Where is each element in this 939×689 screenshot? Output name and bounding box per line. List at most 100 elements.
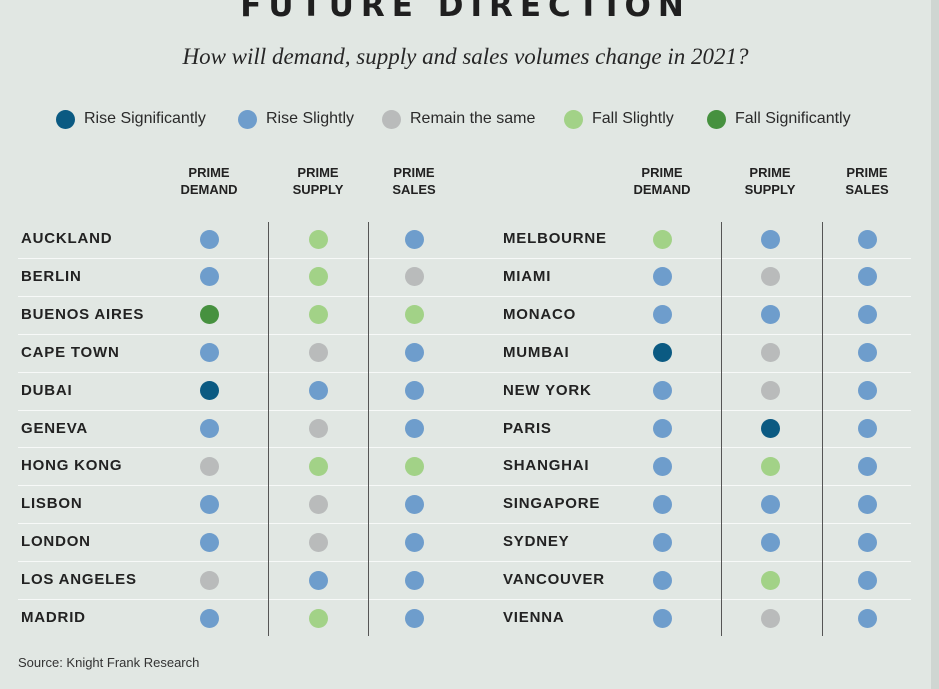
city-label: MADRID bbox=[21, 609, 86, 626]
forecast-dot-fall-slightly bbox=[404, 305, 424, 325]
forecast-dot-rise-slightly bbox=[652, 532, 672, 552]
city-label: BUENOS AIRES bbox=[21, 305, 145, 323]
forecast-dot-rise-slightly bbox=[199, 494, 219, 514]
row-divider bbox=[18, 447, 911, 448]
legend-swatch bbox=[707, 109, 726, 129]
forecast-dot-rise-slightly bbox=[857, 532, 877, 552]
column-divider bbox=[268, 222, 269, 636]
row-divider bbox=[18, 334, 911, 335]
header-line1: PRIME bbox=[393, 165, 435, 180]
row-divider bbox=[18, 485, 911, 486]
forecast-dot-remain bbox=[760, 608, 780, 628]
forecast-dot-rise-slightly bbox=[308, 381, 328, 401]
forecast-dot-remain bbox=[308, 419, 328, 438]
forecast-dot-fall-slightly bbox=[404, 456, 424, 476]
forecast-dot-rise-significantly bbox=[760, 419, 780, 438]
forecast-dot-rise-slightly bbox=[652, 381, 672, 401]
forecast-dot-remain bbox=[404, 267, 424, 287]
right-header-demand: PRIME DEMAND bbox=[607, 164, 717, 198]
row-divider bbox=[18, 561, 911, 562]
header-line2: SUPPLY bbox=[744, 182, 796, 197]
column-divider bbox=[721, 222, 722, 636]
source-note: Source: Knight Frank Research bbox=[18, 655, 200, 670]
header-line1: PRIME bbox=[846, 165, 888, 180]
header-line2: SUPPLY bbox=[292, 182, 344, 197]
city-label: BERLIN bbox=[21, 267, 82, 285]
forecast-dot-rise-slightly bbox=[199, 608, 219, 628]
city-label: DUBAI bbox=[21, 381, 73, 399]
forecast-dot-remain bbox=[199, 570, 219, 590]
forecast-dot-rise-slightly bbox=[404, 532, 424, 552]
forecast-dot-rise-slightly bbox=[199, 419, 219, 438]
header-line2: SALES bbox=[845, 182, 889, 197]
forecast-dot-rise-slightly bbox=[760, 494, 780, 514]
forecast-dot-rise-slightly bbox=[199, 343, 219, 363]
forecast-dot-rise-slightly bbox=[857, 570, 877, 590]
forecast-dot-rise-slightly bbox=[404, 229, 424, 249]
forecast-dot-fall-slightly bbox=[652, 229, 672, 249]
legend-item-rise-slightly: Rise Slightly bbox=[238, 108, 354, 130]
legend-item-fall-slightly: Fall Slightly bbox=[564, 108, 674, 130]
legend-item-rise-significantly: Rise Significantly bbox=[56, 108, 206, 130]
forecast-dot-remain bbox=[760, 267, 780, 287]
header-line1: PRIME bbox=[297, 165, 339, 180]
column-divider bbox=[822, 222, 823, 636]
row-divider bbox=[18, 523, 911, 524]
forecast-dot-rise-slightly bbox=[857, 381, 877, 401]
city-label: LISBON bbox=[21, 495, 83, 513]
row-divider bbox=[18, 296, 911, 297]
forecast-dot-fall-slightly bbox=[308, 608, 328, 628]
left-header-supply: PRIME SUPPLY bbox=[263, 164, 373, 198]
forecast-dot-rise-slightly bbox=[652, 305, 672, 325]
forecast-dot-rise-slightly bbox=[857, 494, 877, 514]
forecast-dot-rise-slightly bbox=[404, 494, 424, 514]
forecast-dot-remain bbox=[308, 532, 328, 552]
city-label: VANCOUVER bbox=[503, 571, 605, 589]
forecast-dot-rise-slightly bbox=[404, 419, 424, 438]
legend-label: Rise Significantly bbox=[84, 110, 206, 127]
city-label: GENEVA bbox=[21, 419, 89, 437]
forecast-dot-rise-slightly bbox=[760, 229, 780, 249]
forecast-dot-rise-slightly bbox=[857, 343, 877, 363]
row-divider bbox=[18, 372, 911, 373]
city-label: PARIS bbox=[503, 419, 552, 437]
city-label: AUCKLAND bbox=[21, 230, 113, 247]
city-label: LOS ANGELES bbox=[21, 571, 137, 589]
forecast-dot-rise-slightly bbox=[857, 456, 877, 476]
legend-swatch bbox=[564, 109, 583, 129]
legend-label: Fall Significantly bbox=[735, 110, 851, 127]
forecast-dot-fall-significantly bbox=[199, 305, 219, 325]
header-line1: PRIME bbox=[641, 165, 683, 180]
city-label: VIENNA bbox=[503, 609, 565, 626]
forecast-dot-rise-slightly bbox=[652, 570, 672, 590]
forecast-dot-rise-slightly bbox=[308, 570, 328, 590]
forecast-dot-rise-slightly bbox=[652, 608, 672, 628]
forecast-dot-rise-significantly bbox=[652, 343, 672, 363]
page-edge-strip bbox=[931, 0, 939, 689]
forecast-dot-rise-slightly bbox=[404, 381, 424, 401]
right-header-supply: PRIME SUPPLY bbox=[715, 164, 825, 198]
legend-label: Rise Slightly bbox=[266, 110, 355, 127]
legend-item-fall-significantly: Fall Significantly bbox=[707, 108, 851, 130]
legend-swatch bbox=[382, 109, 401, 129]
chart-subtitle: How will demand, supply and sales volume… bbox=[182, 44, 749, 69]
forecast-dot-rise-slightly bbox=[199, 267, 219, 287]
legend-swatch bbox=[238, 109, 257, 129]
forecast-dot-rise-slightly bbox=[199, 229, 219, 249]
forecast-dot-rise-slightly bbox=[760, 532, 780, 552]
forecast-dot-rise-slightly bbox=[404, 608, 424, 628]
row-divider bbox=[18, 258, 911, 259]
forecast-dot-rise-slightly bbox=[652, 419, 672, 438]
forecast-dot-remain bbox=[760, 381, 780, 401]
legend-item-remain: Remain the same bbox=[382, 108, 535, 130]
city-label: MUMBAI bbox=[503, 343, 570, 361]
forecast-dot-remain bbox=[308, 494, 328, 514]
header-line2: DEMAND bbox=[180, 182, 238, 197]
city-label: SHANGHAI bbox=[503, 457, 590, 475]
forecast-dot-remain bbox=[760, 343, 780, 363]
forecast-dot-rise-slightly bbox=[404, 343, 424, 363]
forecast-dot-fall-slightly bbox=[308, 456, 328, 476]
forecast-dot-rise-slightly bbox=[857, 229, 877, 249]
forecast-dot-rise-slightly bbox=[652, 456, 672, 476]
header-line1: PRIME bbox=[188, 165, 230, 180]
